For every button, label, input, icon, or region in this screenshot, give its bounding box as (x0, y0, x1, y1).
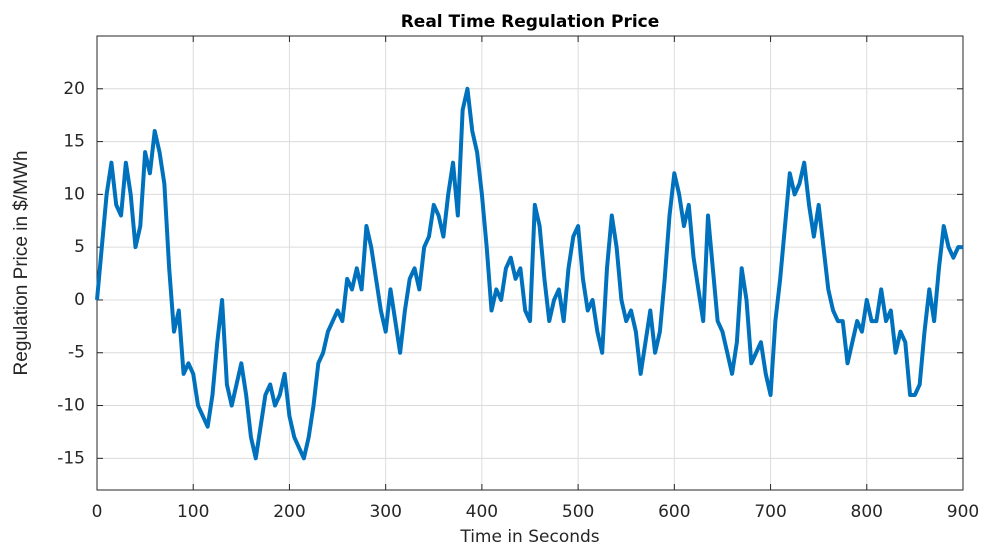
x-tick-label: 700 (754, 502, 786, 522)
y-axis-label: Regulation Price in $/MWh (11, 151, 32, 376)
y-tick-label: 15 (63, 132, 85, 152)
data-line (95, 86, 963, 461)
x-tick-label: 0 (92, 502, 103, 522)
chart-title: Real Time Regulation Price (401, 12, 660, 32)
x-tick-label: 400 (466, 502, 498, 522)
x-tick-label: 200 (273, 502, 305, 522)
y-tick-label: -5 (68, 343, 85, 363)
x-tick-label: 900 (947, 502, 979, 522)
x-tick-label: 300 (369, 502, 401, 522)
x-tick-label: 100 (177, 502, 209, 522)
plot-frame (96, 35, 964, 491)
y-tick-label: 5 (74, 237, 85, 257)
y-tick-label: 10 (63, 184, 85, 204)
x-tick-label: 800 (851, 502, 883, 522)
x-tick-label: 500 (562, 502, 594, 522)
y-tick-label: -15 (57, 448, 85, 468)
y-tick-label: -10 (57, 396, 85, 416)
y-tick-label: 0 (74, 290, 85, 310)
x-tick-label: 600 (658, 502, 690, 522)
y-tick-label: 20 (63, 79, 85, 99)
x-axis-label: Time in Seconds (459, 527, 599, 545)
